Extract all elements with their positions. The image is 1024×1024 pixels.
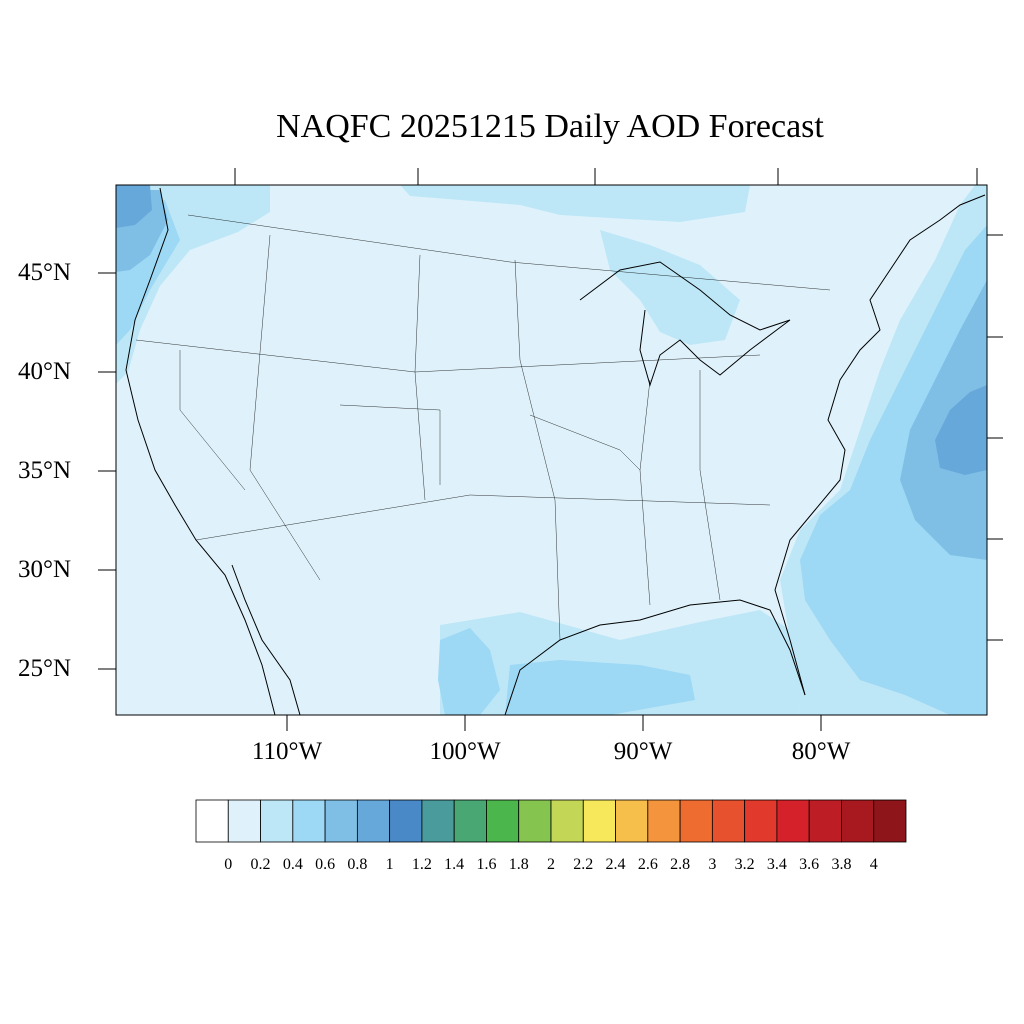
colorbar-swatch-6 <box>389 799 423 843</box>
colorbar-label-18: 3.6 <box>799 856 820 873</box>
colorbar-swatch-4 <box>324 799 358 843</box>
colorbar-label-1: 0.2 <box>250 856 271 873</box>
colorbar-swatch-5 <box>356 799 391 843</box>
colorbar-swatch-12 <box>582 799 616 843</box>
colorbar-swatch-8 <box>453 799 487 843</box>
colorbar-label-9: 1.8 <box>508 856 529 873</box>
colorbar-label-19: 3.8 <box>831 856 852 873</box>
top-ticks <box>234 168 978 185</box>
colorbar-label-0: 0 <box>224 856 233 873</box>
colorbar-swatch-21 <box>873 799 907 843</box>
colorbar-swatch-19 <box>808 799 842 843</box>
lon-label-110w: 110°W <box>251 738 323 765</box>
lat-label-45n: 45°N <box>18 259 72 286</box>
colorbar-label-17: 3.4 <box>766 856 787 873</box>
aod-contour-gulf-mid <box>505 660 695 715</box>
baja-line <box>231 564 301 715</box>
colorbar-swatch-10 <box>518 799 552 843</box>
colorbar-label-7: 1.4 <box>444 856 465 873</box>
colorbar-swatch-16 <box>711 799 746 843</box>
colorbar-swatch-18 <box>776 799 810 843</box>
colorbar-swatch-2 <box>260 799 294 843</box>
gulf-coast-line <box>504 599 806 715</box>
colorbar-label-4: 0.8 <box>347 856 368 873</box>
lat-label-30n: 30°N <box>18 556 72 583</box>
colorbar-label-5: 1 <box>385 856 394 873</box>
bottom-ticks <box>286 715 822 731</box>
colorbar-swatch-1 <box>227 799 261 843</box>
lat-label-35n: 35°N <box>18 457 72 484</box>
colorbar-label-16: 3.2 <box>734 856 755 873</box>
colorbar-label-3: 0.6 <box>315 856 336 873</box>
aod-contour-atlantic-core <box>935 385 987 475</box>
lon-label-80w: 80°W <box>791 738 851 765</box>
aod-contour-pacific-core <box>116 185 152 228</box>
aod-contour-atlantic-inner <box>900 280 987 560</box>
aod-contour-canada-north <box>400 185 750 222</box>
right-ticks <box>987 234 1003 641</box>
colorbar-label-13: 2.6 <box>637 856 658 873</box>
colorbar-label-6: 1.2 <box>411 856 432 873</box>
colorbar-swatch-9 <box>486 799 520 843</box>
colorbar-swatch-13 <box>615 799 649 843</box>
east-coast-line <box>774 194 986 696</box>
colorbar-label-8: 1.6 <box>476 856 497 873</box>
aod-contour-atlantic-mid <box>800 225 987 715</box>
colorbar-swatch-0 <box>195 799 229 843</box>
colorbar-swatch-7 <box>421 799 455 843</box>
colorbar-label-12: 2.4 <box>605 856 626 873</box>
state-boundaries <box>135 214 831 641</box>
aod-contours <box>116 185 987 715</box>
colorbar-label-20: 4 <box>869 856 878 873</box>
left-ticks <box>98 272 116 670</box>
lon-label-100w: 100°W <box>429 738 501 765</box>
colorbar-label-2: 0.4 <box>282 856 303 873</box>
lon-label-90w: 90°W <box>613 738 673 765</box>
great-lakes-line <box>579 261 791 387</box>
colorbar-swatch-11 <box>550 799 584 843</box>
lat-label-40n: 40°N <box>18 358 72 385</box>
colorbar-label-15: 3 <box>708 856 717 873</box>
colorbar-swatch-15 <box>679 799 713 843</box>
colorbar <box>195 799 907 843</box>
colorbar-swatch-14 <box>647 799 681 843</box>
colorbar-label-14: 2.8 <box>670 856 691 873</box>
aod-contour-texas <box>438 628 500 715</box>
map-title: NAQFC 20251215 Daily AOD Forecast <box>276 108 824 145</box>
west-coast-line <box>125 187 276 715</box>
colorbar-swatch-17 <box>744 799 778 843</box>
map-frame <box>115 184 988 716</box>
colorbar-label-11: 2.2 <box>573 856 594 873</box>
aod-contour-great-lakes <box>600 230 740 345</box>
colorbar-label-10: 2 <box>547 856 555 873</box>
colorbar-swatch-20 <box>841 799 875 843</box>
lat-label-25n: 25°N <box>18 655 72 682</box>
coastlines <box>125 187 986 715</box>
colorbar-swatch-3 <box>292 799 326 843</box>
